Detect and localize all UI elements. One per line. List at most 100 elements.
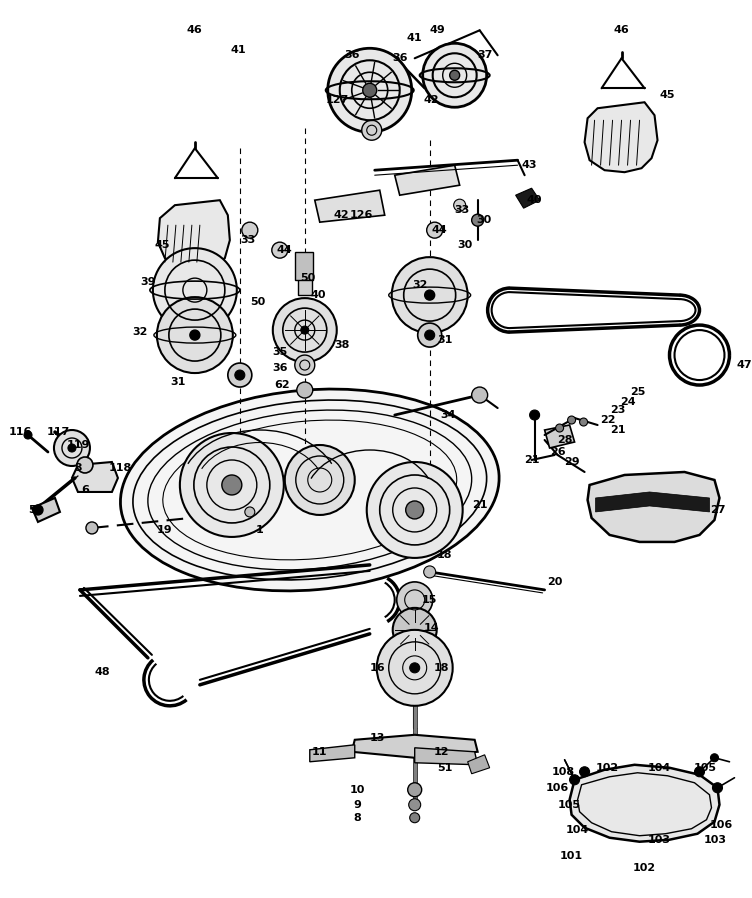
Text: 39: 39 xyxy=(140,277,156,287)
Circle shape xyxy=(222,475,242,495)
Text: 102: 102 xyxy=(633,863,656,873)
Text: 12: 12 xyxy=(434,747,450,757)
Circle shape xyxy=(392,257,468,333)
Circle shape xyxy=(425,330,435,340)
Text: 45: 45 xyxy=(154,240,170,251)
Text: 46: 46 xyxy=(614,25,629,35)
Text: 104: 104 xyxy=(566,824,590,835)
Text: 18: 18 xyxy=(437,550,453,560)
Circle shape xyxy=(695,767,705,777)
Text: 45: 45 xyxy=(660,91,675,101)
Circle shape xyxy=(410,813,420,823)
Text: 104: 104 xyxy=(648,762,671,773)
Text: 36: 36 xyxy=(344,50,359,60)
Text: 48: 48 xyxy=(94,667,110,677)
Circle shape xyxy=(328,48,411,132)
Text: 36: 36 xyxy=(392,53,408,63)
Circle shape xyxy=(153,248,237,332)
Polygon shape xyxy=(544,425,575,448)
Circle shape xyxy=(295,355,315,375)
Text: 30: 30 xyxy=(476,216,491,225)
Text: 20: 20 xyxy=(547,577,562,587)
Text: 43: 43 xyxy=(522,160,538,171)
Circle shape xyxy=(242,222,258,238)
Polygon shape xyxy=(584,102,657,172)
Text: 40: 40 xyxy=(527,195,542,205)
Text: 50: 50 xyxy=(250,297,265,307)
Text: 35: 35 xyxy=(272,347,287,357)
Text: 44: 44 xyxy=(432,225,447,235)
Text: 31: 31 xyxy=(170,377,186,387)
Text: 127: 127 xyxy=(326,95,350,105)
Text: 50: 50 xyxy=(300,273,315,283)
Text: 49: 49 xyxy=(430,25,445,35)
Circle shape xyxy=(54,430,90,466)
Circle shape xyxy=(472,387,487,403)
Polygon shape xyxy=(310,744,355,762)
Circle shape xyxy=(425,290,435,300)
Text: 11: 11 xyxy=(312,747,328,757)
Text: 26: 26 xyxy=(550,447,566,457)
Circle shape xyxy=(417,323,441,347)
Text: 102: 102 xyxy=(596,762,619,773)
Circle shape xyxy=(235,370,245,380)
Circle shape xyxy=(68,444,76,452)
Polygon shape xyxy=(352,735,478,758)
Polygon shape xyxy=(569,765,720,841)
Text: 105: 105 xyxy=(558,800,581,810)
Text: 108: 108 xyxy=(552,767,575,777)
Text: 21: 21 xyxy=(524,455,539,465)
Text: 46: 46 xyxy=(187,25,203,35)
Circle shape xyxy=(362,120,382,140)
Circle shape xyxy=(408,783,422,797)
Text: 1: 1 xyxy=(256,525,264,535)
Circle shape xyxy=(180,433,284,537)
Bar xyxy=(295,252,313,280)
Circle shape xyxy=(529,410,540,420)
Text: 27: 27 xyxy=(710,505,725,515)
Circle shape xyxy=(472,214,484,226)
Circle shape xyxy=(24,431,32,439)
Text: 3: 3 xyxy=(74,463,82,473)
Ellipse shape xyxy=(120,389,499,591)
Text: 32: 32 xyxy=(412,280,427,290)
Text: 10: 10 xyxy=(350,785,365,795)
Text: 40: 40 xyxy=(310,290,326,300)
Circle shape xyxy=(245,507,255,517)
Circle shape xyxy=(86,522,98,534)
Text: 118: 118 xyxy=(108,463,132,473)
Text: 101: 101 xyxy=(560,850,583,860)
Text: 6: 6 xyxy=(81,485,89,495)
Polygon shape xyxy=(395,165,459,195)
Text: 33: 33 xyxy=(240,235,256,245)
Text: 42: 42 xyxy=(424,95,439,105)
Circle shape xyxy=(426,222,443,238)
Polygon shape xyxy=(596,492,709,512)
Circle shape xyxy=(556,424,563,432)
Text: 25: 25 xyxy=(630,387,645,397)
Text: 62: 62 xyxy=(274,380,290,390)
Text: 16: 16 xyxy=(370,663,386,673)
Polygon shape xyxy=(516,189,540,208)
Circle shape xyxy=(423,566,435,578)
Polygon shape xyxy=(587,472,720,541)
Text: 126: 126 xyxy=(350,210,374,220)
Circle shape xyxy=(271,242,288,258)
Polygon shape xyxy=(315,190,385,222)
Text: 103: 103 xyxy=(704,835,727,845)
Circle shape xyxy=(362,84,377,97)
Circle shape xyxy=(408,798,420,811)
Circle shape xyxy=(367,462,462,558)
Circle shape xyxy=(301,326,309,334)
Circle shape xyxy=(393,608,437,652)
Polygon shape xyxy=(32,498,60,522)
Text: 22: 22 xyxy=(600,415,615,425)
Text: 23: 23 xyxy=(610,405,625,415)
Circle shape xyxy=(580,418,587,426)
Text: 51: 51 xyxy=(437,762,453,773)
Text: 33: 33 xyxy=(454,205,469,216)
Circle shape xyxy=(568,416,575,424)
Text: 29: 29 xyxy=(564,457,579,467)
Text: 18: 18 xyxy=(434,663,450,673)
Circle shape xyxy=(453,199,465,211)
